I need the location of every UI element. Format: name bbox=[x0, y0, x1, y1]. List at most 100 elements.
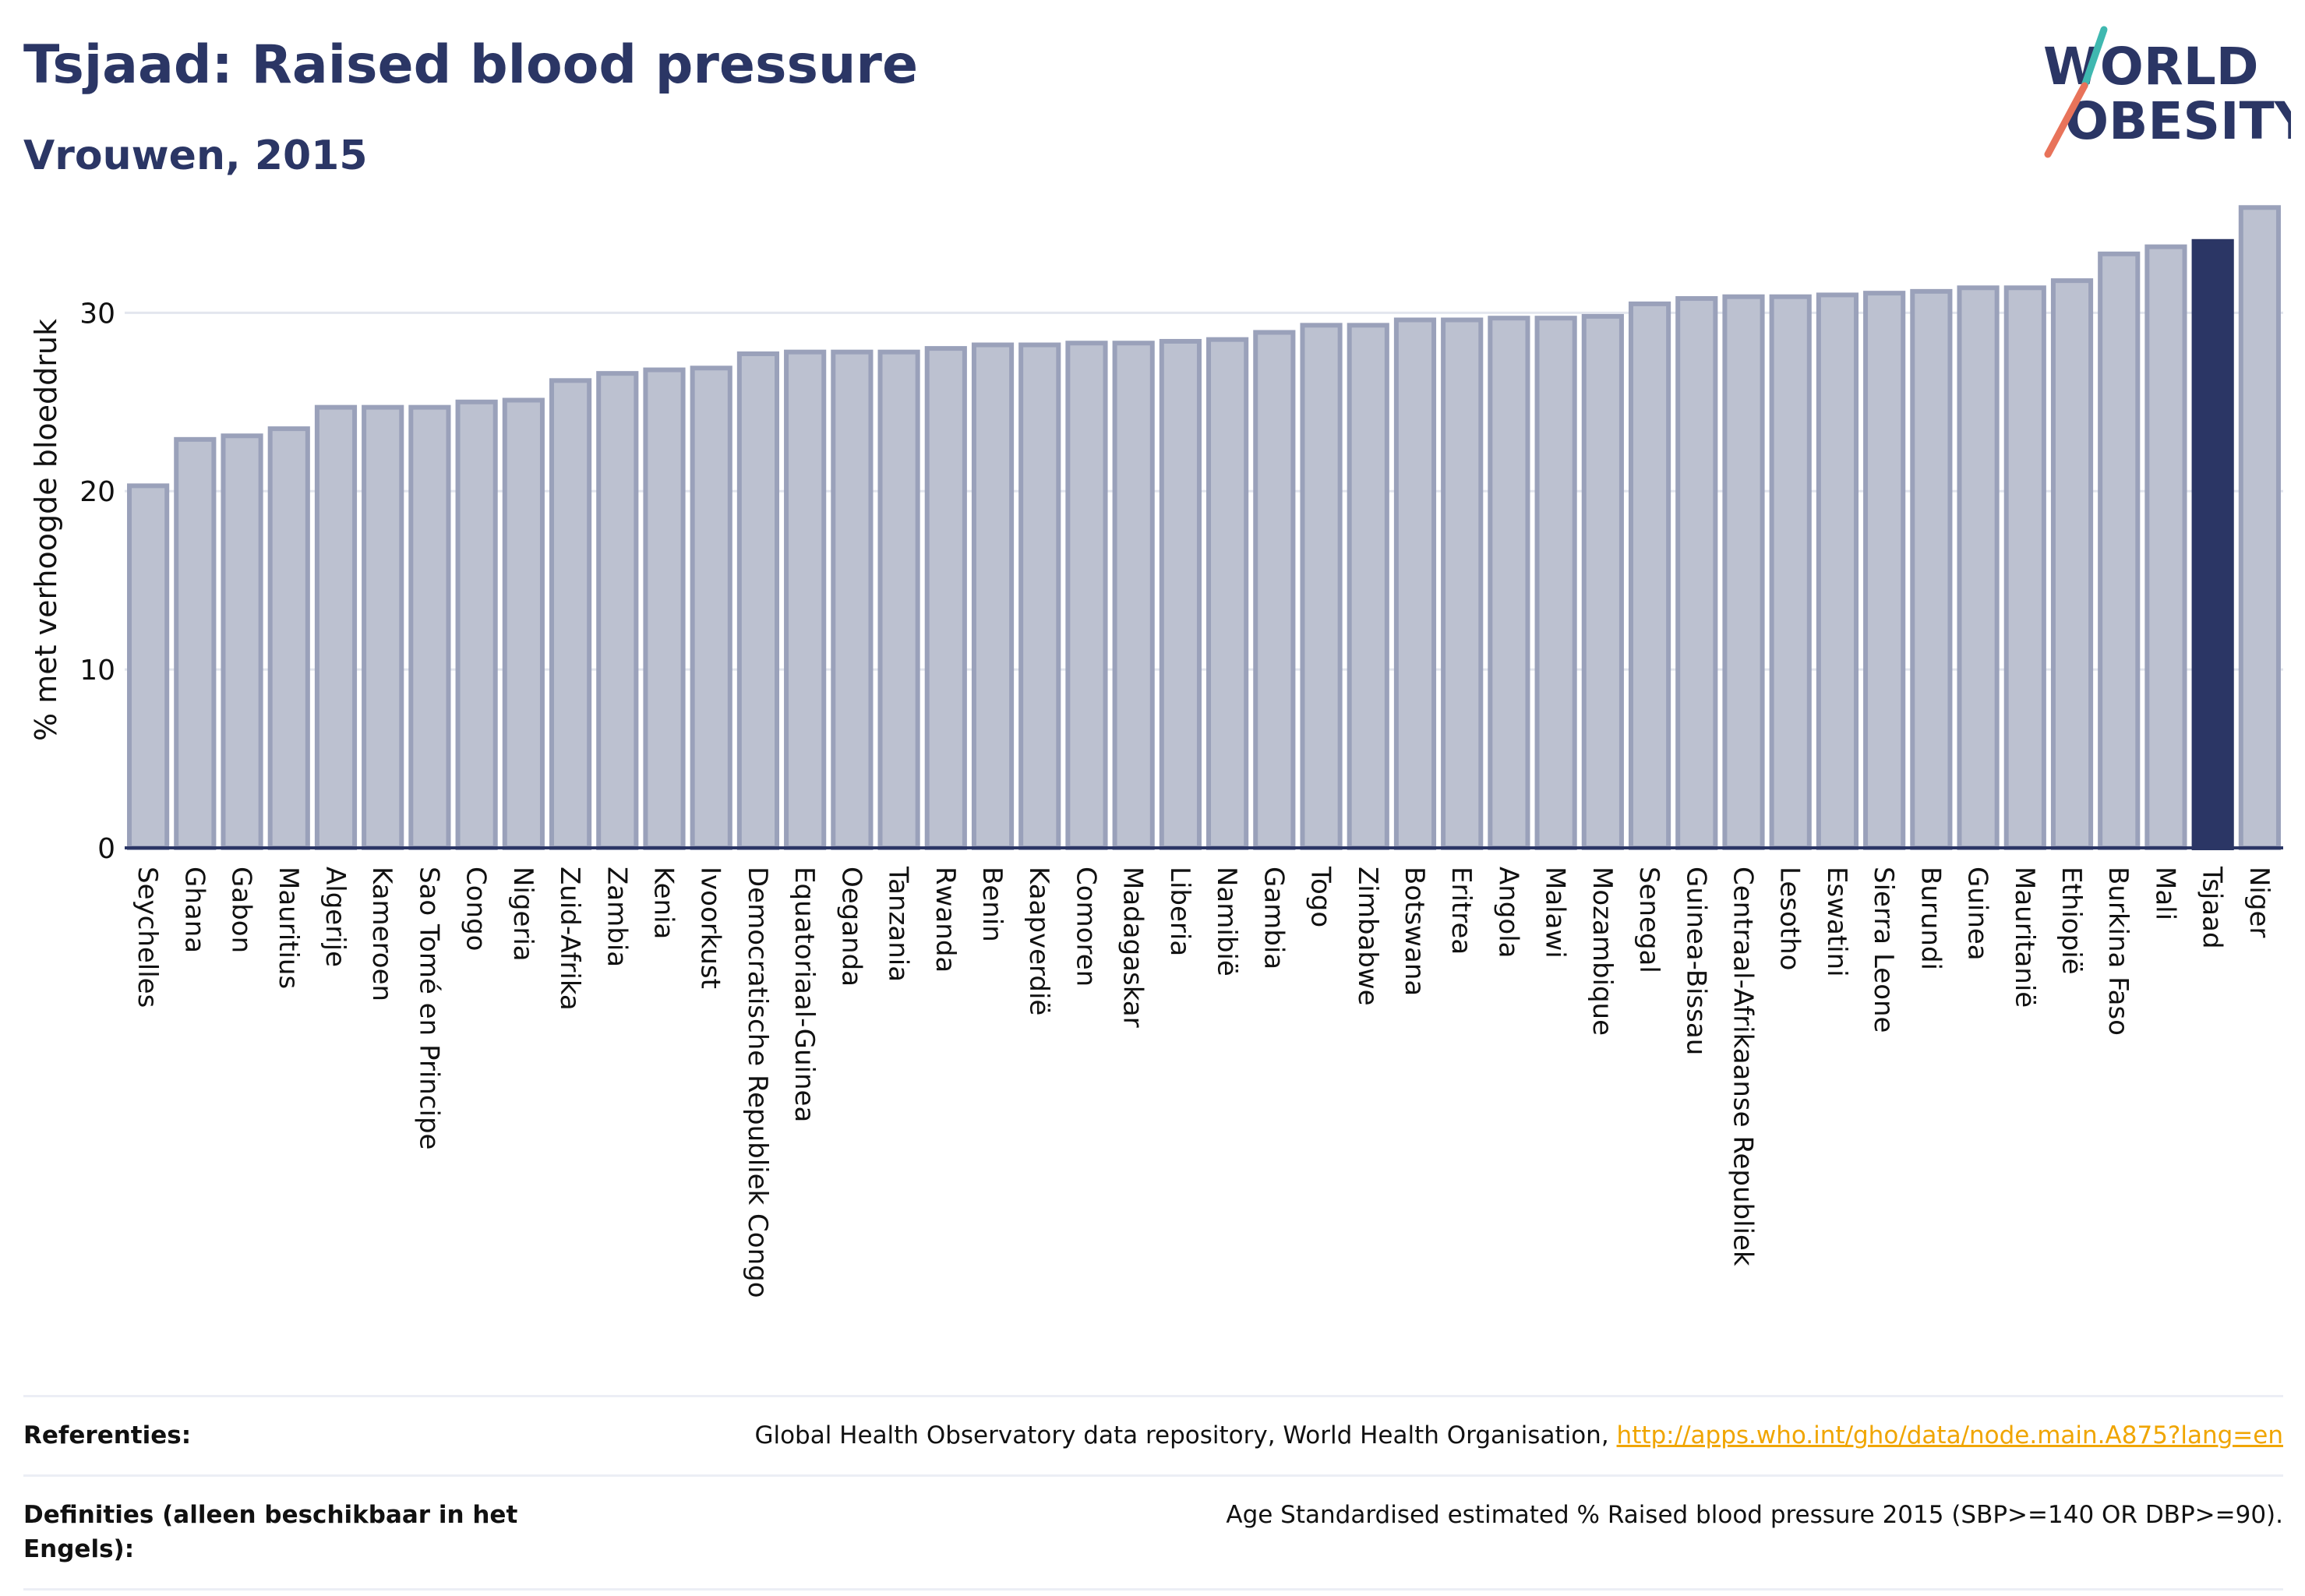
bar-malawi bbox=[1534, 316, 1577, 850]
bar-eritrea bbox=[1441, 317, 1484, 850]
bar-madagaskar bbox=[1112, 341, 1155, 850]
x-tick-label: Tanzania bbox=[883, 866, 914, 982]
bar-mauritius bbox=[267, 426, 310, 850]
x-tick-label: Niger bbox=[2243, 867, 2275, 937]
x-tick-label: Malawi bbox=[1540, 867, 1571, 959]
page-title: Tsjaad: Raised blood pressure bbox=[23, 34, 919, 96]
x-tick-label: Burundi bbox=[1915, 867, 1946, 970]
x-tick-label: Togo bbox=[1305, 866, 1336, 927]
x-tick-label: Centraal-Afrikaanse Republiek bbox=[1728, 867, 1759, 1266]
bar-niger bbox=[2238, 205, 2281, 850]
world-obesity-logo: WORLD OBESITY bbox=[2043, 26, 2291, 158]
x-tick-label: Tsjaad bbox=[2197, 866, 2228, 949]
bar-seychelles bbox=[127, 483, 170, 850]
bar-tanzania bbox=[877, 349, 920, 850]
bar-guinea bbox=[1957, 285, 2000, 850]
x-tick-label: Eswatini bbox=[1821, 867, 1852, 977]
x-tick-label: Zimbabwe bbox=[1352, 867, 1383, 1006]
bars bbox=[127, 205, 2281, 851]
x-tick-label: Gambia bbox=[1258, 867, 1289, 969]
definitions-row: Definities (alleen beschikbaar in het En… bbox=[23, 1474, 2283, 1591]
x-tick-label: Namibië bbox=[1211, 867, 1242, 976]
x-tick-label: Sierra Leone bbox=[1868, 867, 1899, 1033]
x-tick-label: Senegal bbox=[1633, 867, 1664, 973]
y-axis-label: % met verhoogde bloeddruk bbox=[29, 319, 63, 741]
references-row: Referenties: Global Health Observatory d… bbox=[23, 1395, 2283, 1474]
bar-eswatini bbox=[1816, 292, 1859, 850]
x-tick-label: Sao Tomé en Principe bbox=[413, 867, 444, 1149]
bar-gabon bbox=[221, 433, 263, 850]
bar-comoren bbox=[1065, 341, 1108, 850]
bar-democratische-republiek-congo bbox=[736, 351, 780, 850]
x-tick-label: Eritrea bbox=[1445, 867, 1477, 955]
x-tick-label: Zuid-Afrika bbox=[554, 867, 585, 1011]
logo-slash-teal bbox=[2081, 26, 2108, 90]
x-tick-label: Mali bbox=[2149, 867, 2180, 920]
x-tick-label: Kameroen bbox=[366, 867, 397, 1001]
x-tick-label: Ethiopië bbox=[2056, 867, 2087, 975]
x-tick-label: Guinea bbox=[1962, 867, 1993, 961]
bar-ghana bbox=[174, 436, 217, 850]
bar-zambia bbox=[596, 371, 639, 850]
x-tick-label: Democratische Republiek Congo bbox=[742, 867, 773, 1298]
bar-burkina-faso bbox=[2098, 251, 2141, 850]
bar-angola bbox=[1488, 316, 1530, 850]
axes: 0 10 20 30 Seychelles Ghana Gabon Mauritius Alge… bbox=[79, 298, 2283, 1298]
x-tick-label: Guinea-Bissau bbox=[1680, 867, 1711, 1055]
bar-sierra-leone bbox=[1863, 291, 1906, 850]
x-tick-label: Mauritanië bbox=[2009, 867, 2040, 1008]
bar-sao-tom-en-principe bbox=[408, 404, 451, 850]
logo-line2: OBESITY bbox=[2065, 91, 2291, 151]
references-link[interactable]: http://apps.who.int/gho/data/node.main.A… bbox=[1616, 1421, 2283, 1449]
bar-chart: 0 10 20 30 Seychelles Ghana Gabon Mauritius Alge… bbox=[29, 205, 2283, 1298]
x-tick-label: Ghana bbox=[178, 867, 210, 953]
bar-centraal-afrikaanse-republiek bbox=[1722, 294, 1765, 850]
x-tick-label: Nigeria bbox=[507, 867, 538, 962]
bar-kenia bbox=[643, 367, 686, 851]
y-tick-label: 0 bbox=[97, 833, 115, 865]
bar-tsjaad bbox=[2191, 238, 2234, 850]
y-tick-label: 10 bbox=[79, 655, 115, 687]
bar-guinea-bissau bbox=[1675, 296, 1718, 850]
x-tick-label: Kaapverdië bbox=[1023, 867, 1054, 1015]
x-tick-label: Burkina Faso bbox=[2102, 867, 2134, 1036]
bar-congo bbox=[455, 399, 498, 850]
x-tick-label: Benin bbox=[976, 867, 1008, 942]
logo-slash-coral bbox=[2044, 82, 2088, 158]
x-tick-label: Ivoorkust bbox=[695, 867, 726, 989]
bar-lesotho bbox=[1769, 294, 1812, 850]
x-tick-label: Botswana bbox=[1399, 867, 1430, 996]
bar-namibi- bbox=[1206, 337, 1249, 850]
bar-mali bbox=[2144, 244, 2187, 850]
x-tick-label: Angola bbox=[1492, 867, 1523, 958]
x-tick-label: Mozambique bbox=[1587, 867, 1618, 1036]
x-tick-label: Mauritius bbox=[273, 867, 304, 989]
bar-burundi bbox=[1910, 288, 1953, 851]
bar-rwanda bbox=[924, 346, 967, 851]
x-tick-label: Gabon bbox=[226, 867, 257, 953]
y-tick-label: 30 bbox=[79, 298, 115, 330]
x-tick-label: Congo bbox=[461, 867, 492, 951]
bar-liberia bbox=[1159, 338, 1202, 850]
references-label: Referenties: bbox=[23, 1421, 192, 1449]
bar-mozambique bbox=[1581, 313, 1624, 850]
bar-zuid-afrika bbox=[549, 378, 592, 850]
x-tick-label: Comoren bbox=[1070, 867, 1101, 987]
bar-algerije bbox=[314, 404, 358, 850]
bar-gambia bbox=[1253, 330, 1296, 850]
x-tick-label: Madagaskar bbox=[1117, 867, 1149, 1028]
bar-mauritani- bbox=[2003, 285, 2046, 850]
x-tick-label: Liberia bbox=[1164, 867, 1195, 956]
bar-kaapverdi- bbox=[1018, 342, 1061, 850]
bar-togo bbox=[1300, 323, 1343, 851]
bar-senegal bbox=[1628, 301, 1671, 850]
bar-ethiopi- bbox=[2050, 278, 2094, 850]
references-value: Global Health Observatory data repositor… bbox=[754, 1419, 2283, 1453]
bar-kameroen bbox=[362, 404, 404, 850]
x-tick-label: Equatoriaal-Guinea bbox=[789, 867, 820, 1122]
x-tick-label: Seychelles bbox=[132, 867, 163, 1008]
bar-nigeria bbox=[502, 397, 545, 850]
x-tick-label: Algerije bbox=[319, 867, 351, 967]
x-tick-label: Kenia bbox=[648, 867, 679, 939]
bar-benin bbox=[971, 342, 1015, 850]
